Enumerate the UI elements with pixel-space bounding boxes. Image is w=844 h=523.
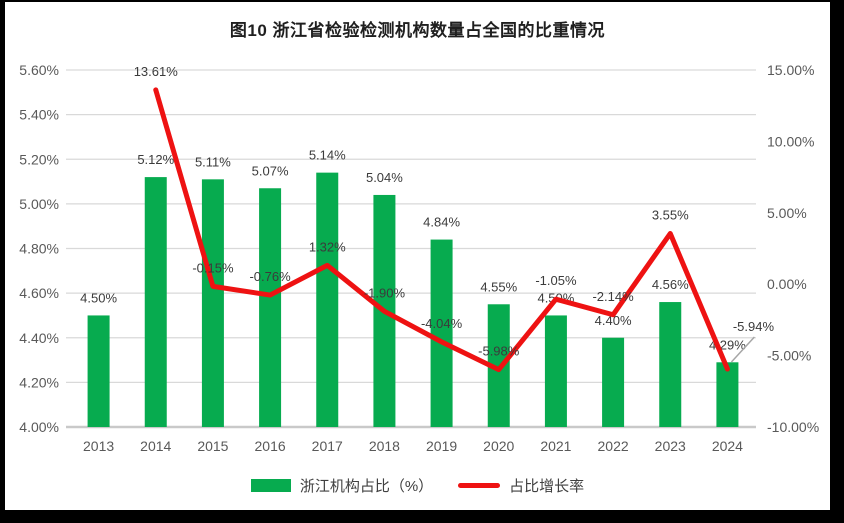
left-axis-tick: 5.40%: [19, 107, 59, 123]
bar-label-2018: 5.04%: [366, 170, 403, 185]
bar-label-2020: 4.55%: [480, 279, 517, 294]
left-axis-tick: 5.20%: [19, 151, 59, 167]
label-leader-line: [730, 336, 755, 363]
right-axis-tick: 15.00%: [767, 62, 814, 78]
right-axis-tick: 5.00%: [767, 205, 807, 221]
x-axis-label-2022: 2022: [598, 438, 629, 454]
bar-label-2013: 4.50%: [80, 290, 117, 305]
line-label-2023: 3.55%: [652, 208, 689, 223]
bar-2016: [259, 188, 282, 427]
x-axis-label-2013: 2013: [83, 438, 114, 454]
left-axis-tick: 4.40%: [19, 330, 59, 346]
bar-2017: [316, 172, 339, 427]
x-axis-label-2014: 2014: [140, 438, 171, 454]
gridlines: [66, 69, 756, 429]
chart-title: 图10 浙江省检验检测机构数量占全国的比重情况: [229, 21, 606, 40]
x-axis-label-2021: 2021: [540, 438, 571, 454]
x-axis-label-2018: 2018: [369, 438, 400, 454]
bar-label-2017: 5.14%: [309, 148, 346, 163]
bar-label-2023: 4.56%: [652, 277, 689, 292]
line-label-2021: -1.05%: [535, 273, 577, 288]
left-axis-tick: 4.20%: [19, 374, 59, 390]
x-axis-label-2023: 2023: [655, 438, 686, 454]
x-axis-category-labels: 2013 2014 2015 2016 2017 2018 2019 2020 2021 2022…: [83, 438, 743, 454]
bar-label-2014: 5.12%: [137, 152, 174, 167]
legend-bar-label: 浙江机构占比（%）: [299, 477, 434, 495]
right-axis-tick: -5.00%: [767, 348, 811, 364]
left-axis-tick: 4.60%: [19, 285, 59, 301]
combo-chart: 4.00% 4.20% 4.40% 4.60% 4.80% 5.00% 5.20% 5.40%…: [19, 62, 819, 454]
x-axis-label-2019: 2019: [426, 438, 457, 454]
x-axis-label-2020: 2020: [483, 438, 514, 454]
line-label-2022: -2.14%: [592, 289, 634, 304]
growth-rate-line: [153, 87, 730, 373]
bar-series: [87, 172, 739, 427]
bar-2022: [602, 337, 625, 427]
left-axis-tick: 4.80%: [19, 241, 59, 257]
chart-canvas: 图10 浙江省检验检测机构数量占全国的比重情况 4.00% 4.20% 4.40% 4…: [5, 2, 830, 510]
bar-label-2019: 4.84%: [423, 215, 460, 230]
bar-2021: [544, 315, 567, 427]
right-axis-tick-labels: -10.00% -5.00% 0.00% 5.00% 10.00% 15.00%: [767, 62, 819, 435]
right-axis-tick: 0.00%: [767, 276, 807, 292]
right-axis-tick: 10.00%: [767, 133, 814, 149]
bar-2024: [716, 362, 739, 427]
bar-2014: [144, 177, 167, 427]
right-axis-tick: -10.00%: [767, 419, 819, 435]
left-axis-tick-labels: 4.00% 4.20% 4.40% 4.60% 4.80% 5.00% 5.20% 5.40%…: [19, 62, 59, 435]
chart-legend: 浙江机构占比（%） 占比增长率: [5, 473, 830, 497]
line-label-2018: -1.90%: [364, 285, 406, 300]
legend-line-label: 占比增长率: [509, 477, 585, 495]
x-axis-label-2016: 2016: [255, 438, 286, 454]
bar-2019: [430, 239, 453, 427]
bar-label-2022: 4.40%: [595, 313, 632, 328]
line-label-2020: -5.98%: [478, 344, 520, 359]
x-axis-label-2015: 2015: [197, 438, 228, 454]
bar-label-2016: 5.07%: [252, 163, 289, 178]
line-label-2015: -0.15%: [192, 260, 234, 275]
x-axis-label-2017: 2017: [312, 438, 343, 454]
left-axis-tick: 5.00%: [19, 196, 59, 212]
line-label-2014: 13.61%: [134, 64, 179, 79]
line-label-2024: -5.94%: [733, 319, 775, 334]
line-label-2017: 1.32%: [309, 239, 346, 254]
bar-label-2015: 5.11%: [195, 154, 231, 169]
line-label-2019: -4.04%: [421, 316, 463, 331]
legend-line-swatch: [458, 482, 501, 488]
bar-2023: [659, 302, 682, 427]
left-axis-tick: 5.60%: [19, 62, 59, 78]
bar-2015: [201, 179, 224, 427]
left-axis-tick: 4.00%: [19, 419, 59, 435]
legend-bar-swatch: [250, 478, 291, 492]
line-label-2016: -0.76%: [249, 269, 291, 284]
line-data-labels: 13.61% -0.15% -0.76% 1.32% -1.90% -4.04% -5.98…: [134, 64, 775, 363]
x-axis-label-2024: 2024: [712, 438, 743, 454]
bar-2013: [87, 315, 110, 427]
